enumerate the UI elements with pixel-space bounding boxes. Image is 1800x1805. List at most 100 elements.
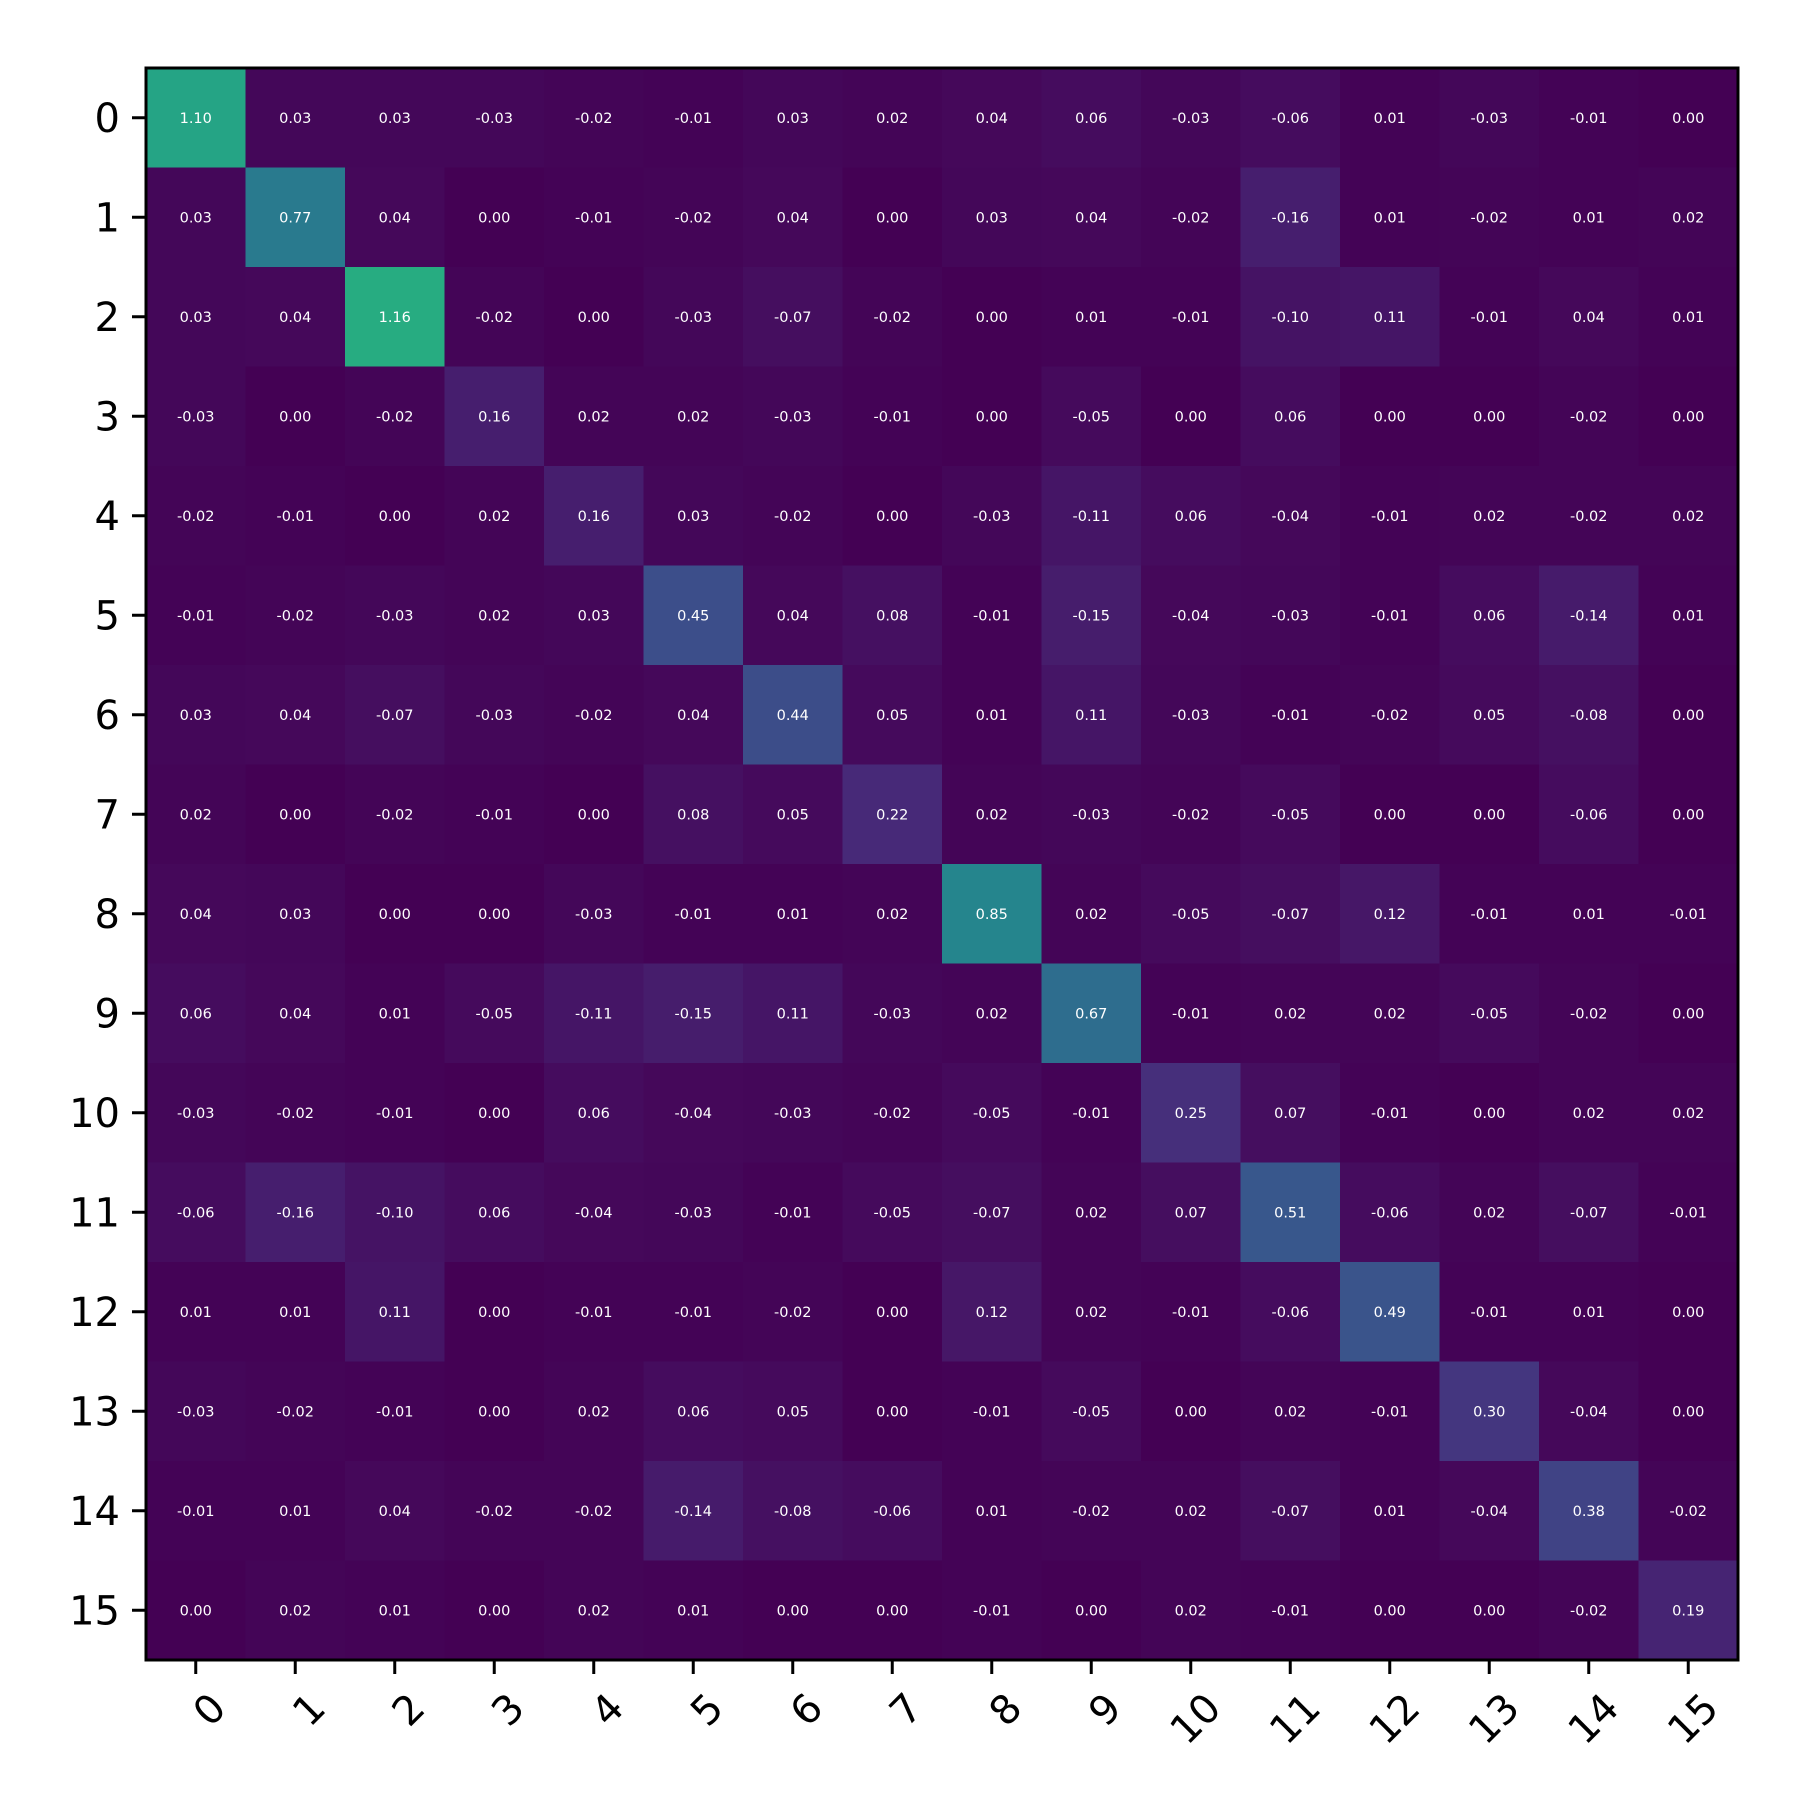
heatmap-cell-14-8: [942, 1461, 1042, 1561]
x-tick-label-8: 8: [981, 1685, 1032, 1736]
cell-value-label-15-15: 0.19: [1672, 1603, 1704, 1619]
heatmap-cell-4-14: [1539, 466, 1639, 566]
cell-value-label-3-4: 0.02: [578, 409, 610, 425]
heatmap-cell-9-6: [743, 963, 843, 1064]
cell-value-label-7-1: 0.00: [279, 807, 311, 823]
cell-value-label-6-3: -0.03: [475, 708, 513, 724]
heatmap-cell-0-11: [1240, 68, 1341, 168]
heatmap-cell-1-5: [643, 167, 744, 268]
cell-value-label-15-5: 0.01: [677, 1603, 709, 1619]
y-tick-label-4: 4: [95, 494, 120, 540]
cell-value-label-9-3: -0.05: [475, 1006, 513, 1022]
cell-value-label-9-12: 0.02: [1374, 1006, 1406, 1022]
heatmap-cell-1-7: [842, 167, 943, 268]
cell-value-label-0-0: 1.10: [180, 111, 212, 127]
cell-value-label-5-0: -0.01: [177, 608, 215, 624]
cell-value-label-11-7: -0.05: [873, 1205, 911, 1221]
cell-value-label-14-4: -0.02: [575, 1504, 613, 1520]
cell-value-label-10-2: -0.01: [376, 1106, 414, 1122]
heatmap-cell-10-4: [544, 1063, 644, 1163]
heatmap-cell-8-2: [345, 864, 445, 964]
heatmap-cell-4-12: [1340, 466, 1440, 566]
x-tick-label-3: 3: [483, 1685, 534, 1736]
heatmap-cell-6-3: [444, 665, 545, 765]
cell-value-label-6-4: -0.02: [575, 708, 613, 724]
heatmap-cell-9-14: [1539, 963, 1639, 1064]
cell-value-label-8-0: 0.04: [180, 907, 212, 923]
cell-value-label-4-3: 0.02: [478, 509, 510, 525]
heatmap-cell-15-15: [1638, 1560, 1739, 1661]
cell-value-label-3-7: -0.01: [873, 409, 911, 425]
heatmap-cell-3-12: [1340, 366, 1440, 467]
heatmap-cell-14-7: [842, 1461, 943, 1561]
heatmap-cell-7-10: [1141, 764, 1241, 865]
cell-value-label-5-8: -0.01: [973, 608, 1011, 624]
cell-value-label-14-3: -0.02: [475, 1504, 513, 1520]
cell-value-label-9-15: 0.00: [1672, 1006, 1704, 1022]
cell-value-label-10-7: -0.02: [873, 1106, 911, 1122]
cell-value-label-12-12: 0.49: [1374, 1305, 1406, 1321]
cell-value-label-14-13: -0.04: [1470, 1504, 1508, 1520]
cell-value-label-2-10: -0.01: [1172, 310, 1210, 326]
x-tick-label-12: 12: [1361, 1685, 1430, 1754]
cell-value-label-5-13: 0.06: [1473, 608, 1505, 624]
heatmap-cell-0-3: [444, 68, 545, 168]
heatmap-cell-10-12: [1340, 1063, 1440, 1163]
cell-value-label-2-14: 0.04: [1573, 310, 1605, 326]
cell-value-label-10-4: 0.06: [578, 1106, 610, 1122]
heatmap-cell-0-6: [743, 68, 843, 168]
cell-value-label-2-4: 0.00: [578, 310, 610, 326]
heatmap-cell-5-5: [643, 565, 744, 666]
heatmap-cell-12-1: [245, 1262, 346, 1362]
heatmap-cell-0-12: [1340, 68, 1440, 168]
cell-value-label-5-7: 0.08: [876, 608, 908, 624]
heatmap-cell-0-7: [842, 68, 943, 168]
cell-value-label-10-10: 0.25: [1175, 1106, 1207, 1122]
heatmap-cell-14-12: [1340, 1461, 1440, 1561]
heatmap-cell-9-7: [842, 963, 943, 1064]
heatmap-cell-1-12: [1340, 167, 1440, 268]
heatmap-cell-9-13: [1439, 963, 1540, 1064]
cell-value-label-4-8: -0.03: [973, 509, 1011, 525]
heatmap-cell-13-12: [1340, 1361, 1440, 1462]
x-tick-label-10: 10: [1162, 1685, 1231, 1754]
heatmap-cell-13-7: [842, 1361, 943, 1462]
cell-value-label-15-14: -0.02: [1570, 1603, 1608, 1619]
cell-value-label-1-15: 0.02: [1672, 210, 1704, 226]
heatmap-cell-15-9: [1041, 1560, 1142, 1661]
heatmap-cell-1-9: [1041, 167, 1142, 268]
cell-value-label-15-10: 0.02: [1175, 1603, 1207, 1619]
heatmap-cell-3-7: [842, 366, 943, 467]
cell-value-label-11-4: -0.04: [575, 1205, 613, 1221]
heatmap-cell-11-10: [1141, 1162, 1241, 1263]
heatmap-cell-15-1: [245, 1560, 346, 1661]
cell-value-label-3-13: 0.00: [1473, 409, 1505, 425]
cell-value-label-6-15: 0.00: [1672, 708, 1704, 724]
cell-value-label-0-11: -0.06: [1271, 111, 1309, 127]
heatmap-cell-10-0: [146, 1063, 246, 1163]
heatmap-cell-1-6: [743, 167, 843, 268]
heatmap-cell-3-13: [1439, 366, 1540, 467]
cell-value-label-11-14: -0.07: [1570, 1205, 1608, 1221]
heatmap-cell-9-15: [1638, 963, 1739, 1064]
heatmap-cell-10-10: [1141, 1063, 1241, 1163]
cell-value-label-4-15: 0.02: [1672, 509, 1704, 525]
cell-value-label-1-14: 0.01: [1573, 210, 1605, 226]
heatmap-cell-8-10: [1141, 864, 1241, 964]
heatmap-cell-2-2: [345, 267, 445, 367]
cell-value-label-7-8: 0.02: [976, 807, 1008, 823]
heatmap-cell-5-3: [444, 565, 545, 666]
heatmap-cell-11-6: [743, 1162, 843, 1263]
x-axis: 0 1 2 3 4 5 6 7 8 9 10 11 12 13 14 15: [185, 1660, 1728, 1753]
heatmap-cell-4-11: [1240, 466, 1341, 566]
heatmap-cell-13-3: [444, 1361, 545, 1462]
cell-value-label-9-8: 0.02: [976, 1006, 1008, 1022]
cell-value-label-14-14: 0.38: [1573, 1504, 1605, 1520]
x-tick-label-7: 7: [881, 1685, 932, 1736]
heatmap-cell-5-9: [1041, 565, 1142, 666]
heatmap-cell-13-11: [1240, 1361, 1341, 1462]
heatmap-cell-2-12: [1340, 267, 1440, 367]
cell-value-label-1-1: 0.77: [279, 210, 311, 226]
cell-value-label-5-15: 0.01: [1672, 608, 1704, 624]
cell-value-label-6-1: 0.04: [279, 708, 311, 724]
